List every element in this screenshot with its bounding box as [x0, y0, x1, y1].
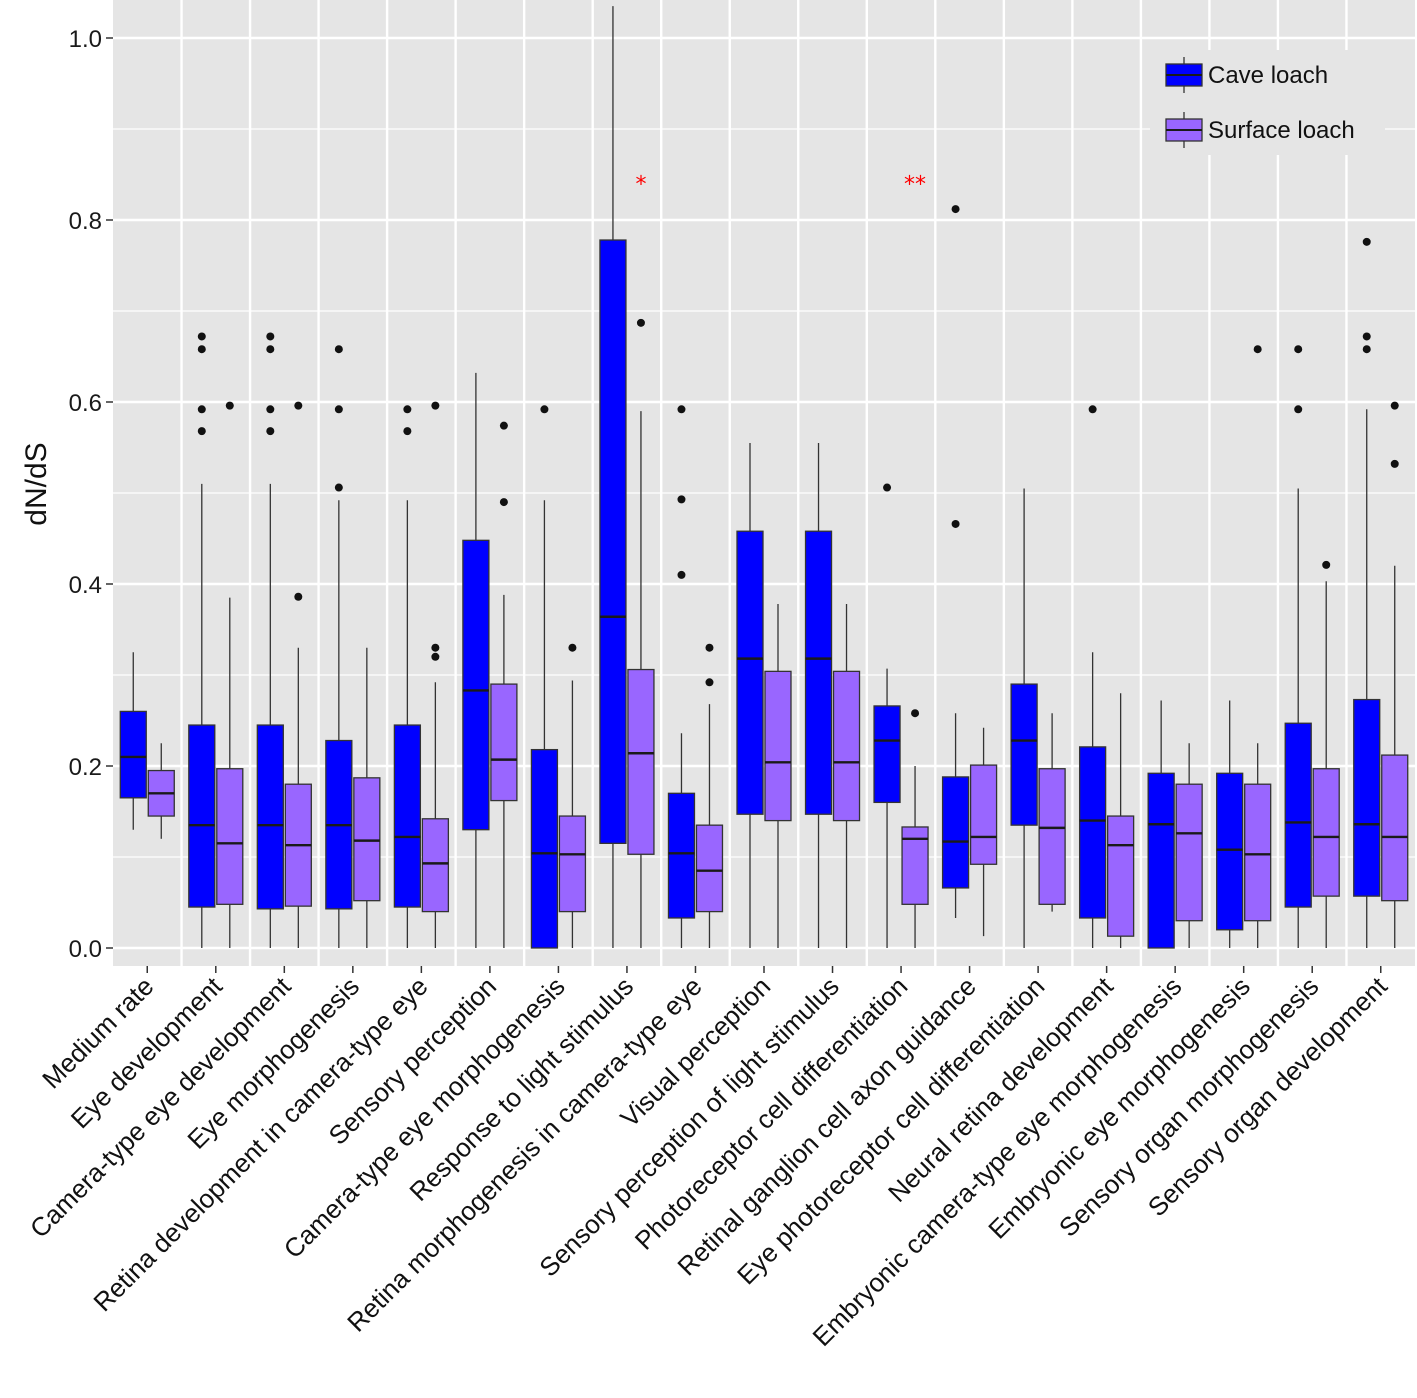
- box-layer: [119, 6, 1409, 949]
- surface-outlier: [431, 643, 440, 652]
- cave-outlier: [197, 345, 206, 354]
- surface-outlier: [499, 421, 508, 430]
- surface-outlier: [705, 643, 714, 652]
- cave-box: [599, 239, 627, 845]
- cave-outlier: [951, 519, 960, 528]
- y-axis: 0.0 0.2 0.4 0.6 0.8 1.0: [69, 26, 113, 963]
- cave-box: [804, 530, 833, 815]
- cave-outlier: [197, 427, 206, 436]
- surface-box: [1244, 783, 1272, 922]
- surface-outlier: [911, 709, 920, 718]
- cave-box: [530, 748, 559, 949]
- surface-box: [832, 670, 861, 822]
- cave-box: [119, 710, 147, 799]
- significance-star: *: [635, 173, 646, 198]
- surface-box: [1381, 754, 1409, 902]
- y-tick-label: 0.8: [69, 208, 102, 235]
- surface-box: [1106, 815, 1135, 937]
- surface-box: [421, 818, 450, 913]
- cave-box: [1078, 746, 1107, 919]
- surface-box: [1312, 768, 1340, 897]
- y-axis-title: dN/dS: [20, 442, 53, 525]
- cave-box: [873, 705, 901, 804]
- surface-box: [764, 670, 792, 822]
- y-tick-label: 1.0: [69, 26, 102, 53]
- cave-outlier: [951, 205, 960, 214]
- cave-outlier: [266, 332, 275, 341]
- surface-box: [1175, 783, 1203, 922]
- cave-box: [393, 724, 422, 908]
- surface-box: [695, 824, 724, 913]
- cave-outlier: [677, 405, 686, 414]
- cave-outlier: [1362, 345, 1371, 354]
- cave-box: [1010, 683, 1038, 826]
- cave-outlier: [1294, 405, 1303, 414]
- surface-box: [216, 768, 244, 905]
- cave-outlier: [883, 483, 892, 492]
- cave-box: [188, 724, 216, 908]
- cave-outlier: [266, 405, 275, 414]
- surface-box: [969, 764, 998, 865]
- significance-star: **: [904, 173, 926, 198]
- surface-outlier: [431, 652, 440, 661]
- cave-box: [462, 539, 490, 831]
- surface-outlier: [431, 401, 440, 410]
- surface-box: [353, 777, 381, 902]
- cave-box: [736, 530, 764, 815]
- surface-outlier: [1390, 459, 1399, 468]
- surface-outlier: [499, 498, 508, 507]
- significance-markers: * **: [635, 173, 926, 198]
- cave-outlier: [1362, 237, 1371, 246]
- surface-outlier: [1253, 345, 1262, 354]
- y-tick-label: 0.0: [69, 936, 102, 963]
- cave-outlier: [677, 570, 686, 579]
- cave-box: [1216, 772, 1244, 931]
- legend: Cave loach Surface loach: [1150, 50, 1385, 155]
- cave-outlier: [1294, 345, 1303, 354]
- grid-lines: [113, 0, 1415, 966]
- y-tick-label: 0.2: [69, 754, 102, 781]
- surface-box: [558, 815, 587, 913]
- surface-box: [490, 683, 518, 802]
- surface-outlier: [294, 592, 303, 601]
- cave-outlier: [334, 405, 343, 414]
- surface-outlier: [705, 678, 714, 687]
- cave-outlier: [1088, 405, 1097, 414]
- surface-outlier: [636, 318, 645, 327]
- surface-outlier: [294, 401, 303, 410]
- surface-outlier: [568, 643, 577, 652]
- cave-outlier: [334, 483, 343, 492]
- cave-outlier: [197, 332, 206, 341]
- cave-box: [667, 792, 696, 919]
- cave-outlier: [266, 345, 275, 354]
- cave-box: [941, 776, 970, 889]
- surface-outlier: [1390, 401, 1399, 410]
- y-tick-label: 0.4: [69, 572, 102, 599]
- cave-box: [1353, 698, 1381, 897]
- legend-surface-label: Surface loach: [1208, 117, 1355, 144]
- x-tick-label: Camera-type eye development: [24, 970, 297, 1243]
- surface-outlier: [225, 401, 234, 410]
- cave-outlier: [403, 427, 412, 436]
- cave-box: [256, 724, 284, 910]
- surface-box: [627, 668, 655, 855]
- surface-outlier: [1322, 560, 1331, 569]
- cave-box: [1147, 772, 1175, 949]
- surface-box: [1038, 768, 1066, 905]
- cave-outlier: [1362, 332, 1371, 341]
- legend-cave-label: Cave loach: [1208, 62, 1328, 89]
- cave-outlier: [403, 405, 412, 414]
- cave-outlier: [334, 345, 343, 354]
- cave-outlier: [677, 495, 686, 504]
- cave-outlier: [197, 405, 206, 414]
- cave-outlier: [266, 427, 275, 436]
- cave-box: [1284, 722, 1312, 908]
- y-tick-label: 0.6: [69, 390, 102, 417]
- cave-outlier: [540, 405, 549, 414]
